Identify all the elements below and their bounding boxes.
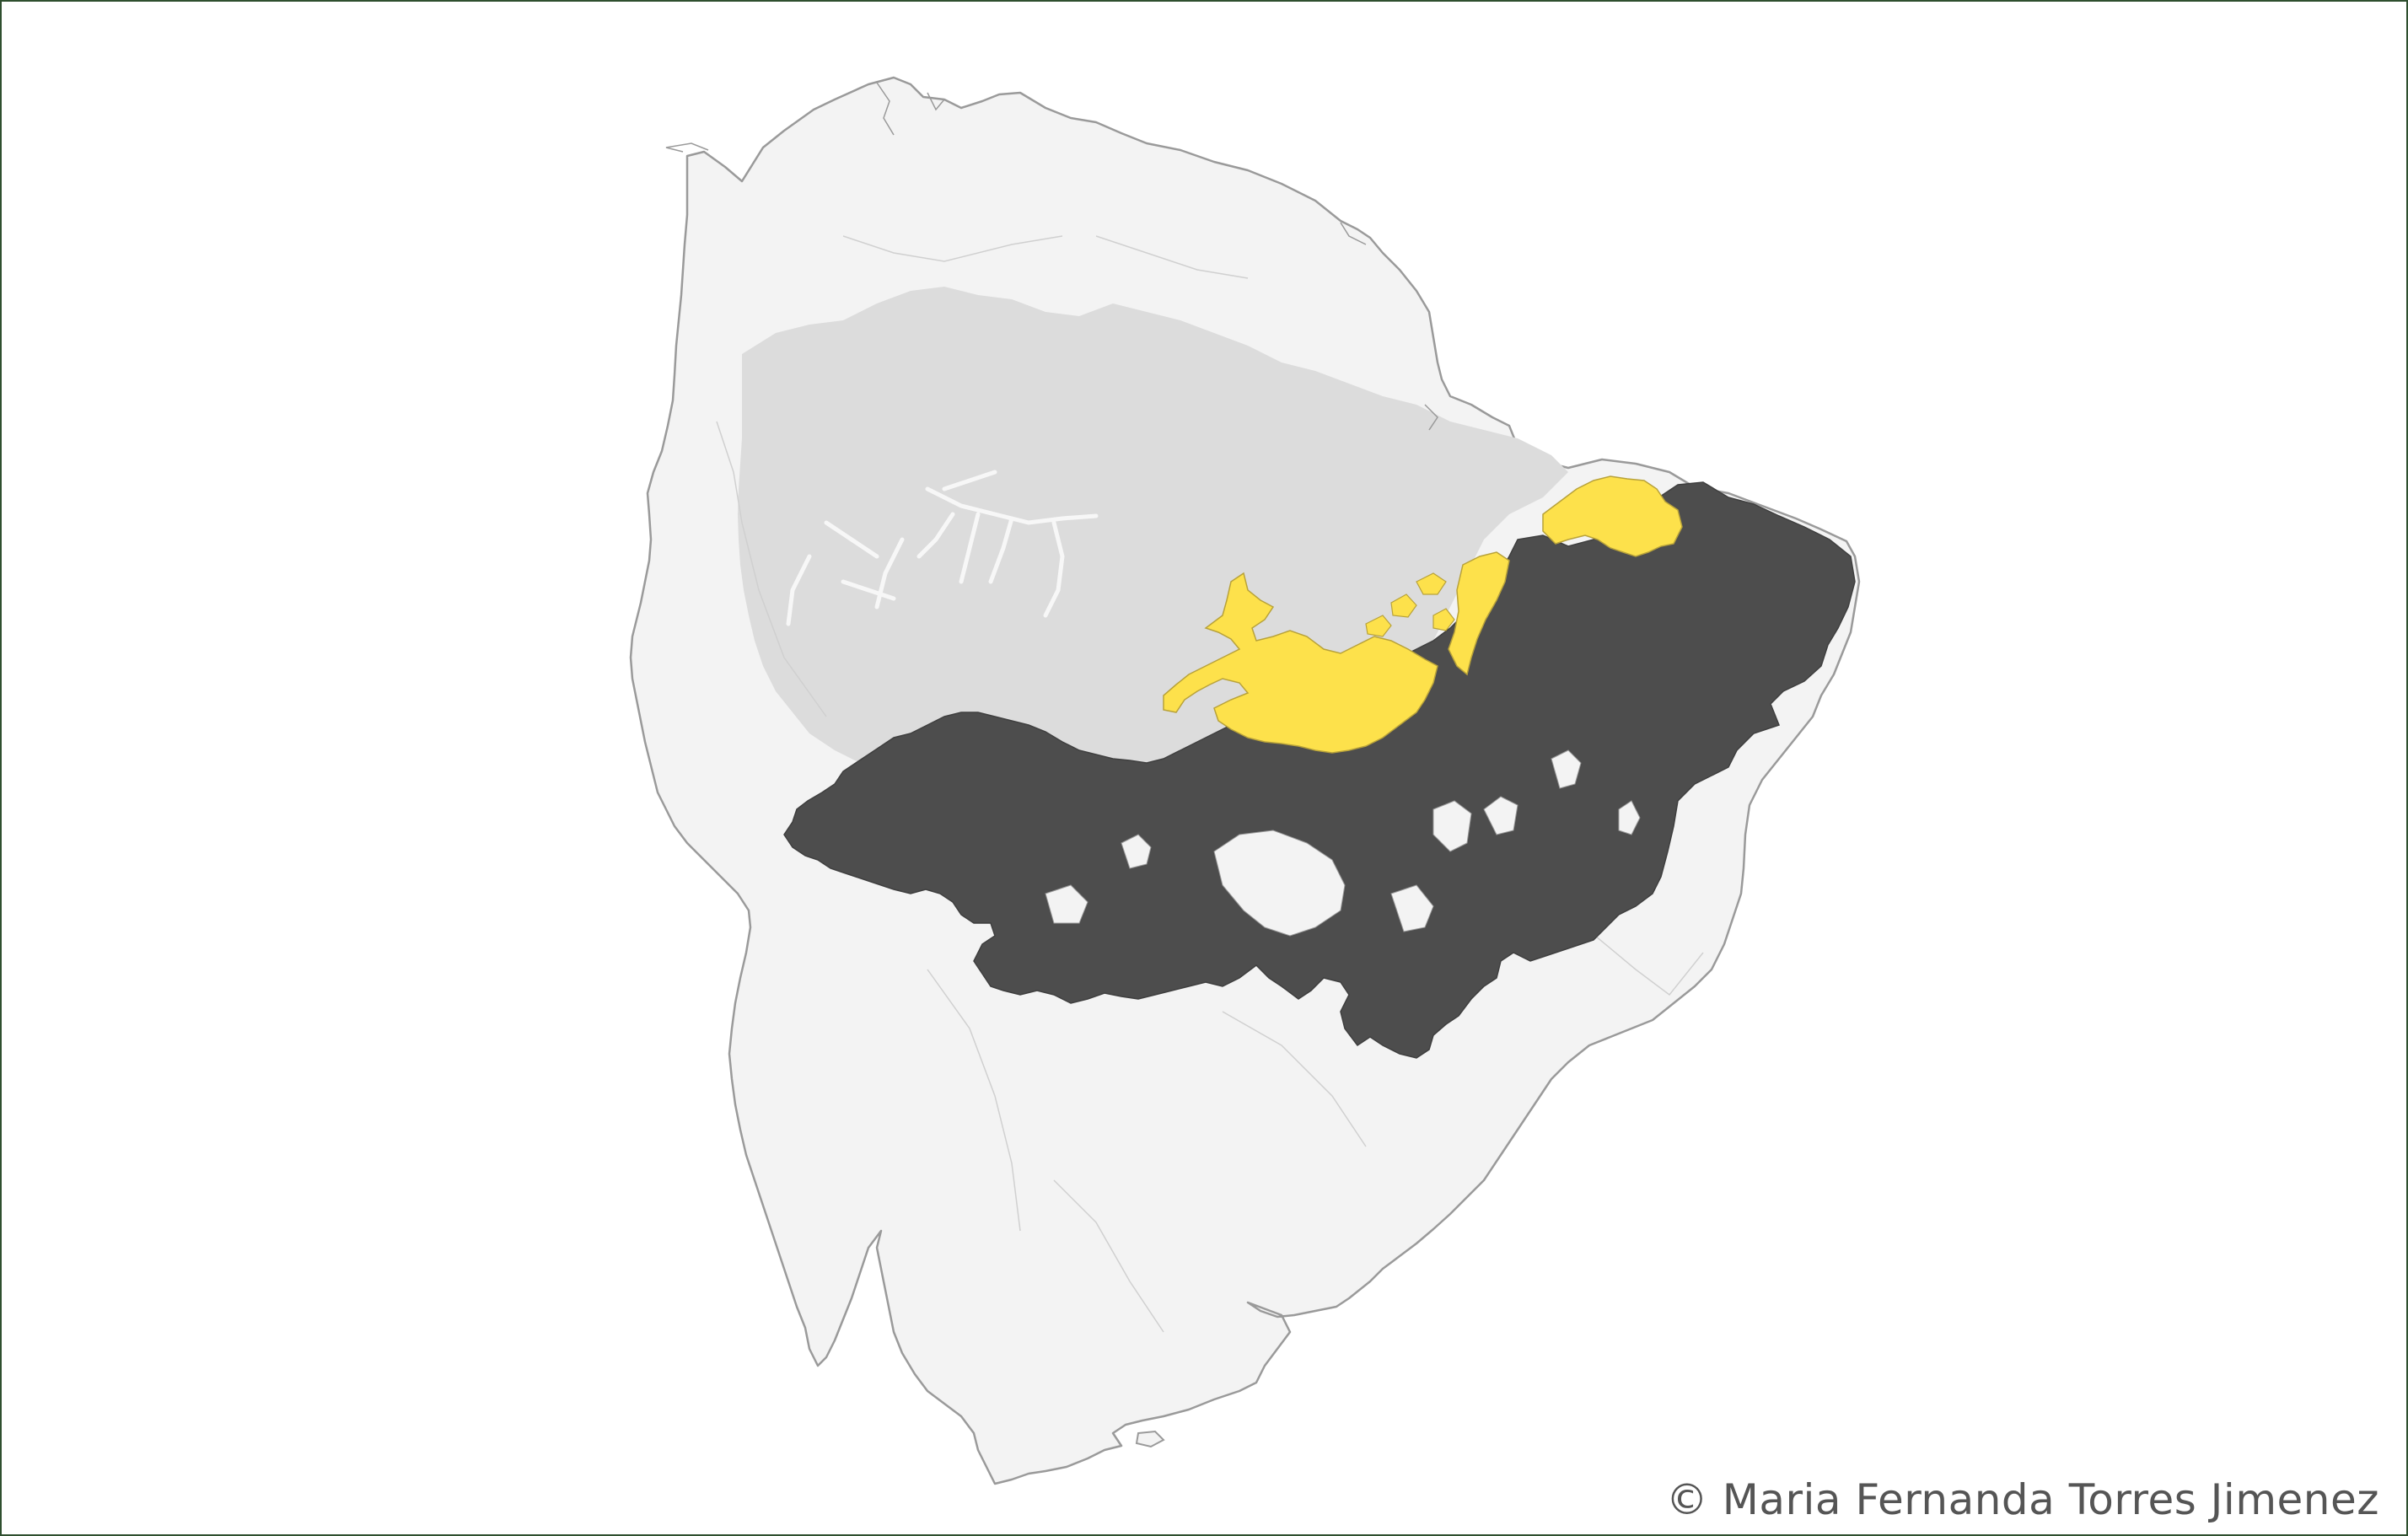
secondary-range-mid [1448,551,1510,676]
secondary-range-north [1542,475,1683,557]
rivers [786,470,1099,626]
secondary-range-islets [1365,572,1455,637]
secondary-range-area [1163,572,1438,754]
copyright-credit: © Maria Fernanda Torres Jimenez [1665,1475,2379,1524]
island [1135,1430,1165,1448]
primary-range-gaps [1045,749,1641,937]
coastline-detail [665,82,1438,431]
